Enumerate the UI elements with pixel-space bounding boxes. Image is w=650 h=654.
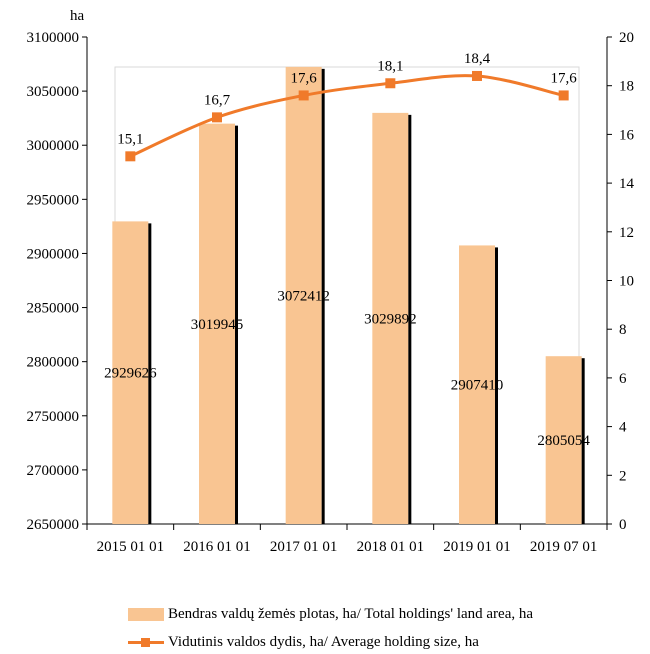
left-axis-tick-label: 3000000	[27, 138, 80, 154]
bar-data-label: 3019945	[191, 317, 244, 333]
bar-data-label: 3029892	[364, 311, 417, 327]
line-data-label: 18,4	[464, 51, 491, 67]
bar-shadow	[321, 68, 325, 524]
line-data-label: 17,6	[551, 70, 578, 86]
bar	[459, 245, 495, 524]
x-axis-tick-label: 2019 07 01	[530, 539, 598, 555]
legend-line-swatch	[128, 636, 164, 650]
right-axis-tick-label: 4	[619, 420, 627, 436]
bar-data-labels: 2929626 3019945 3072412 3029892 2907410 28050…	[104, 288, 590, 449]
x-axis-tick-label: 2019 01 01	[443, 539, 511, 555]
right-axis-tick-label: 18	[619, 79, 634, 95]
plot-frame	[114, 66, 580, 525]
bar-shadow	[235, 125, 238, 524]
bar-shadow	[148, 223, 152, 525]
right-axis-tick-label: 8	[619, 322, 627, 338]
legend-bar-swatch	[128, 608, 164, 621]
left-axis-tick-label: 3050000	[27, 84, 80, 100]
right-axis-tick-label: 0	[619, 517, 627, 533]
bar-data-label: 3072412	[277, 288, 330, 304]
bar-shadow	[408, 114, 412, 524]
x-axis-tick-label: 2018 01 01	[357, 539, 425, 555]
bar	[545, 356, 582, 524]
bar-shadow	[581, 358, 585, 524]
legend-item-line-series: Vidutinis valdos dydis, ha/ Average hold…	[128, 634, 479, 651]
left-y-axis: 2650000 2700000 2750000 2800000 2850000 29000…	[27, 30, 88, 533]
line-data-labels: 15,1 16,7 17,6 18,1 18,4 17,6	[117, 51, 577, 147]
legend-item-bar-series: Bendras valdų žemės plotas, ha/ Total ho…	[128, 606, 533, 623]
left-axis-tick-label: 2850000	[27, 301, 80, 317]
line-point	[125, 151, 136, 162]
left-axis-tick-label: 2700000	[27, 463, 80, 479]
bar-data-label: 2929626	[104, 366, 157, 382]
legend-bar-label: Bendras valdų žemės plotas, ha/ Total ho…	[168, 606, 534, 622]
left-axis-tick-label: 2800000	[27, 355, 80, 371]
right-axis-tick-label: 20	[619, 30, 634, 46]
bar	[372, 112, 409, 524]
legend-line-label: Vidutinis valdos dydis, ha/ Average hold…	[168, 634, 479, 650]
bar	[199, 123, 235, 524]
right-axis-tick-label: 6	[619, 371, 627, 387]
right-y-axis: 0 2 4 6 8 10 12 14 16 18 20	[606, 30, 635, 533]
line-point	[472, 70, 482, 81]
bar	[112, 221, 149, 525]
line-series	[125, 70, 569, 162]
bar-shadow	[495, 247, 498, 524]
right-axis-tick-label: 16	[619, 127, 635, 143]
bar-series	[112, 66, 585, 525]
line-point	[558, 90, 569, 101]
left-axis-unit-label: ha	[70, 8, 85, 24]
left-axis-tick-label: 2900000	[27, 246, 80, 262]
right-axis-tick-label: 12	[619, 225, 634, 241]
line-path	[129, 74, 564, 158]
x-axis-tick-label: 2016 01 01	[183, 539, 251, 555]
bar-data-label: 2805054	[537, 433, 590, 449]
right-axis-tick-label: 10	[619, 274, 634, 290]
left-axis-tick-label: 2950000	[27, 192, 80, 208]
legend-square-marker-icon	[141, 637, 150, 647]
line-data-label: 15,1	[117, 131, 143, 147]
line-point	[298, 90, 309, 101]
left-axis-tick-label: 3100000	[27, 30, 80, 46]
bar-data-label: 2907410	[451, 378, 504, 394]
bar	[285, 66, 322, 524]
right-axis-tick-label: 2	[619, 468, 627, 484]
line-point	[212, 112, 222, 123]
line-data-label: 16,7	[204, 92, 231, 108]
line-data-label: 17,6	[291, 70, 318, 86]
left-axis-tick-label: 2650000	[27, 517, 80, 533]
left-axis-tick-label: 2750000	[27, 409, 80, 425]
x-axis-tick-label: 2017 01 01	[270, 539, 338, 555]
x-axis: 2015 01 01 2016 01 01 2017 01 01 2018 01 01…	[86, 523, 608, 555]
line-point	[385, 78, 396, 89]
x-axis-tick-label: 2015 01 01	[97, 539, 165, 555]
plot-area-border	[114, 66, 580, 525]
right-axis-tick-label: 14	[619, 176, 635, 192]
line-data-label: 18,1	[377, 58, 403, 74]
